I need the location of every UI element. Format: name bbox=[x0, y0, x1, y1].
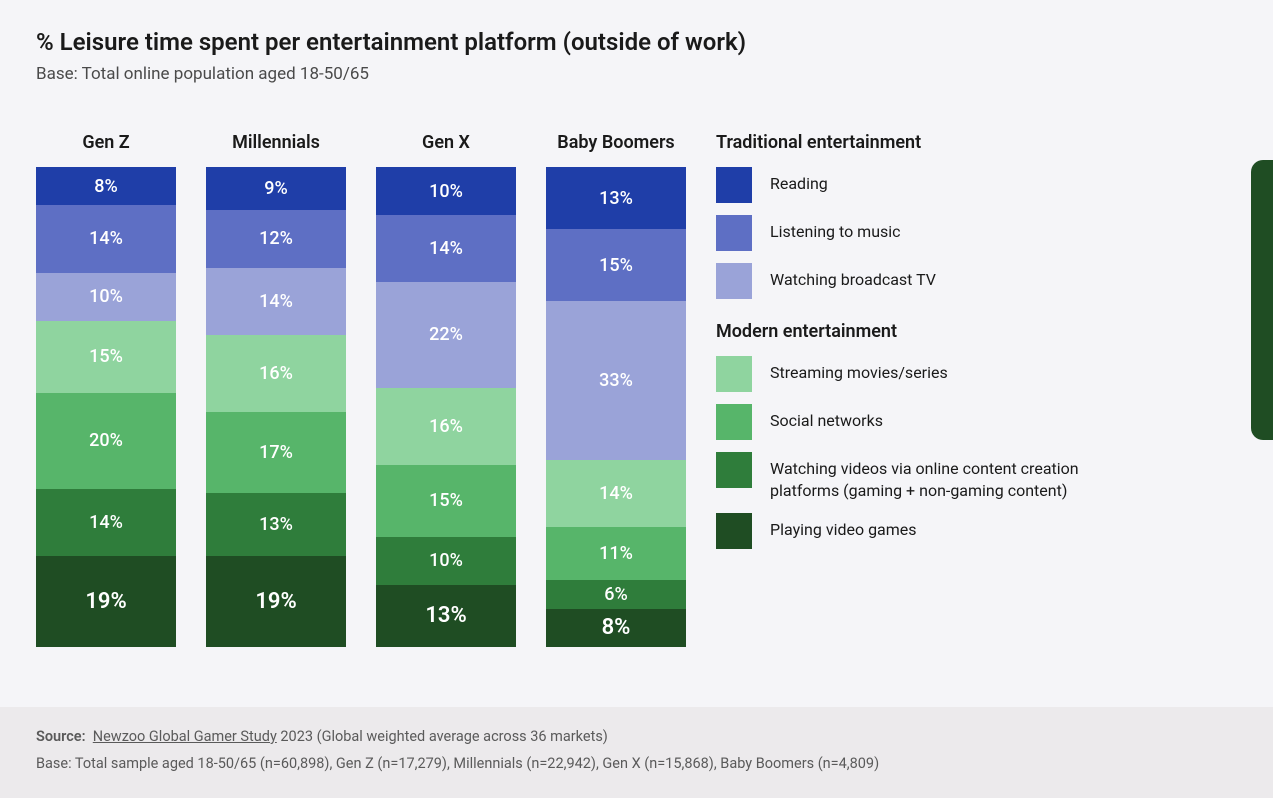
bar-column: Baby Boomers 13%15%33%14%11%6%8% bbox=[546, 132, 686, 647]
stacked-bar-chart: Gen Z8%14%10%15%20%14%19%Millennials9%12… bbox=[36, 132, 686, 647]
source-rest: 2023 (Global weighted average across 36 … bbox=[277, 728, 608, 745]
bar-segment: 20% bbox=[36, 393, 176, 489]
legend-item: Social networks bbox=[716, 404, 1150, 440]
bar-segment: 13% bbox=[206, 493, 346, 555]
bar-segment: 9% bbox=[206, 167, 346, 210]
bar-column-title: Baby Boomers bbox=[557, 132, 674, 153]
bar-segment: 15% bbox=[36, 321, 176, 393]
bar-stack: 10%14%22%16%15%10%13% bbox=[376, 167, 516, 647]
bar-segment: 14% bbox=[36, 205, 176, 272]
bar-segment: 8% bbox=[546, 609, 686, 647]
bar-segment: 33% bbox=[546, 301, 686, 459]
bar-segment: 14% bbox=[376, 215, 516, 282]
bar-segment: 12% bbox=[206, 210, 346, 268]
source-link[interactable]: Newzoo Global Gamer Study bbox=[93, 728, 277, 745]
bar-segment: 10% bbox=[36, 273, 176, 321]
bar-segment: 10% bbox=[376, 167, 516, 215]
legend-label: Playing video games bbox=[770, 513, 917, 541]
legend-label: Watching broadcast TV bbox=[770, 263, 936, 291]
bar-segment: 22% bbox=[376, 282, 516, 388]
bar-segment: 15% bbox=[546, 229, 686, 301]
bar-column-title: Gen Z bbox=[82, 132, 129, 153]
legend-group-title: Traditional entertainment bbox=[716, 132, 1150, 153]
bar-column-title: Gen X bbox=[422, 132, 470, 153]
source-label: Source: bbox=[36, 728, 86, 745]
bar-segment: 14% bbox=[546, 460, 686, 527]
bar-stack: 8%14%10%15%20%14%19% bbox=[36, 167, 176, 647]
bar-column-title: Millennials bbox=[232, 132, 320, 153]
legend-item: Watching broadcast TV bbox=[716, 263, 1150, 299]
bar-column: Gen Z8%14%10%15%20%14%19% bbox=[36, 132, 176, 647]
bar-segment: 8% bbox=[36, 167, 176, 205]
bar-segment: 19% bbox=[36, 556, 176, 647]
legend-item: Listening to music bbox=[716, 215, 1150, 251]
chart-footer: Source: Newzoo Global Gamer Study 2023 (… bbox=[0, 707, 1273, 798]
bar-segment: 6% bbox=[546, 580, 686, 609]
bar-segment: 14% bbox=[36, 489, 176, 556]
bar-segment: 13% bbox=[546, 167, 686, 229]
legend-item: Playing video games bbox=[716, 513, 1150, 549]
legend-swatch bbox=[716, 404, 752, 440]
chart-title: % Leisure time spent per entertainment p… bbox=[36, 28, 1237, 56]
bar-column: Gen X10%14%22%16%15%10%13% bbox=[376, 132, 516, 647]
base-line: Base: Total sample aged 18-50/65 (n=60,8… bbox=[36, 750, 1237, 778]
legend-group: Traditional entertainment Reading Listenin… bbox=[716, 132, 1150, 299]
source-line: Source: Newzoo Global Gamer Study 2023 (… bbox=[36, 723, 1237, 751]
legend-swatch bbox=[716, 263, 752, 299]
legend-item: Watching videos via online content creat… bbox=[716, 452, 1150, 501]
legend-swatch bbox=[716, 452, 752, 488]
legend-label: Streaming movies/series bbox=[770, 356, 948, 384]
legend-group: Modern entertainment Streaming movies/ser… bbox=[716, 321, 1150, 549]
bar-stack: 13%15%33%14%11%6%8% bbox=[546, 167, 686, 647]
legend-swatch bbox=[716, 513, 752, 549]
legend-swatch bbox=[716, 215, 752, 251]
legend-label: Listening to music bbox=[770, 215, 901, 243]
legend-label: Social networks bbox=[770, 404, 883, 432]
bar-segment: 17% bbox=[206, 412, 346, 494]
bar-segment: 13% bbox=[376, 585, 516, 647]
bar-segment: 15% bbox=[376, 465, 516, 537]
chart-subtitle: Base: Total online population aged 18-50… bbox=[36, 64, 1237, 84]
bar-column: Millennials 9%12%14%16%17%13%19% bbox=[206, 132, 346, 647]
bar-stack: 9%12%14%16%17%13%19% bbox=[206, 167, 346, 647]
bar-segment: 16% bbox=[206, 335, 346, 412]
bar-segment: 11% bbox=[546, 527, 686, 580]
legend-label: Reading bbox=[770, 167, 828, 195]
legend-group-title: Modern entertainment bbox=[716, 321, 1150, 342]
bar-segment: 19% bbox=[206, 556, 346, 647]
bar-segment: 16% bbox=[376, 388, 516, 465]
legend-swatch bbox=[716, 356, 752, 392]
bar-segment: 10% bbox=[376, 537, 516, 585]
legend-item: Reading bbox=[716, 167, 1150, 203]
chart-legend: Traditional entertainment Reading Listenin… bbox=[716, 132, 1150, 571]
legend-swatch bbox=[716, 167, 752, 203]
bar-segment: 14% bbox=[206, 268, 346, 335]
legend-label: Watching videos via online content creat… bbox=[770, 452, 1150, 501]
side-tab[interactable] bbox=[1251, 160, 1273, 440]
legend-item: Streaming movies/series bbox=[716, 356, 1150, 392]
